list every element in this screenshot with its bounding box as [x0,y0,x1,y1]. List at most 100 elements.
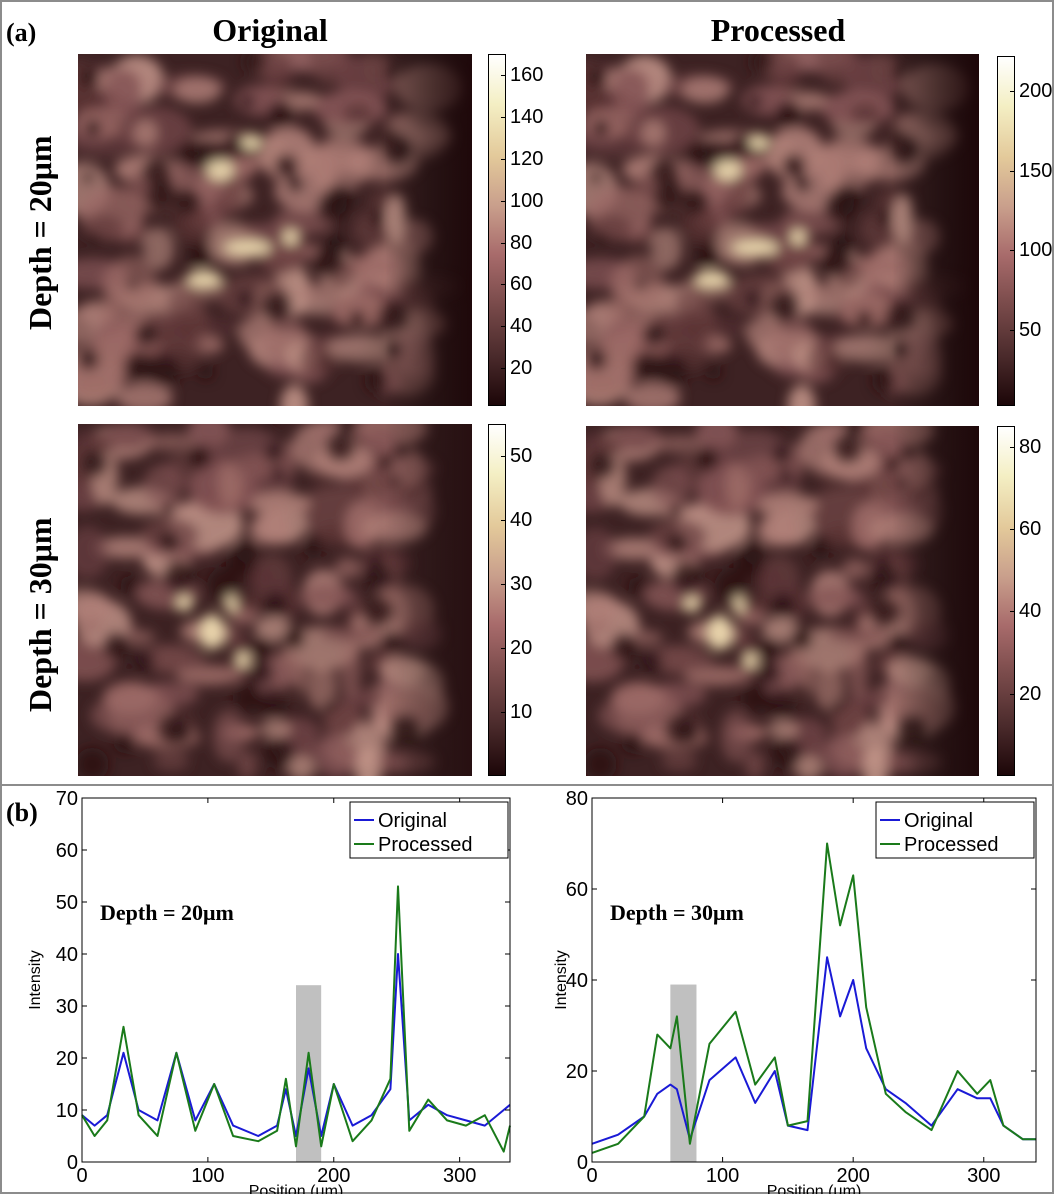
colorbar-tick-mark [1010,250,1015,252]
colorbar-tick-label: 40 [510,315,533,338]
row-label-depth-20: Depth = 20μm [22,135,58,330]
colorbar-tick-mark [501,74,506,76]
x-tick-label: 0 [586,1165,597,1187]
y-tick-label: 40 [566,970,588,992]
image-edge-shade [586,426,979,776]
colorbar-tick-mark [1010,611,1015,613]
colorbar-depth20-processed [997,56,1015,406]
colorbar-depth20-original [488,54,506,406]
colorbar-tick-mark [1010,329,1015,331]
colorbar-tick-label: 20 [510,357,533,380]
colorbar-tick-label: 30 [510,573,533,595]
x-axis-label: Position (μm) [767,1183,862,1194]
colorbar-tick-mark [501,648,506,649]
colorbar-tick-mark [501,520,506,521]
colorbar-tick-label: 20 [1019,682,1042,705]
x-tick-label: 100 [191,1165,224,1187]
image-edge-shade [586,54,979,406]
colorbar-tick-mark [501,242,506,244]
colorbar-tick-label: 60 [1019,517,1042,540]
colorbar-tick-mark [1010,693,1015,695]
series-line-original [591,956,1036,1145]
depth-annotation: Depth = 30μm [610,900,744,925]
y-tick-label: 30 [56,996,78,1018]
legend-box [875,801,1035,859]
panel-b-label: (b) [6,798,38,827]
image-depth20-processed [586,54,979,406]
column-title-original: Original [212,12,328,48]
colorbar-tick-label: 50 [1019,318,1042,341]
y-tick-label: 60 [566,879,588,901]
y-tick-label: 50 [56,892,78,914]
y-tick-label: 40 [56,944,78,966]
colorbar-tick-mark [501,326,506,328]
colorbar-tick-mark [1010,170,1015,172]
y-tick-label: 10 [56,1100,78,1122]
colorbar-tick-label: 120 [510,147,544,170]
depth-annotation: Depth = 20μm [100,900,234,925]
x-axis-label: Position (μm) [249,1183,344,1194]
y-tick-label: 20 [566,1061,588,1083]
chart-depth30-profile: 0 20 40 60 80 0 100 200 300 Position (μm) Intensit… [553,790,1037,1194]
colorbar-tick-mark [1010,91,1015,92]
colorbar-tick-mark [501,456,506,457]
column-title-processed: Processed [710,12,846,48]
colorbar-tick-label: 80 [1019,435,1042,458]
legend-label: Processed [904,834,999,856]
colorbar-tick-mark [501,200,506,202]
colorbar-tick-label: 160 [510,63,544,86]
legend-label: Processed [378,834,473,856]
colorbar-tick-mark [501,284,506,286]
legend-label: Original [378,810,447,832]
image-depth30-original [78,424,472,776]
y-axis-label: Intensity [27,950,44,1010]
colorbar-tick-label: 100 [510,189,544,212]
panel-b-frame [0,784,1054,1194]
image-edge-shade [78,54,472,406]
colorbar-tick-label: 40 [510,509,533,531]
colorbar-tick-mark [1010,446,1015,448]
y-tick-label: 0 [67,1152,78,1174]
row-label-depth-30: Depth = 30μm [22,517,58,712]
y-tick-label: 70 [56,790,78,810]
legend-label: Original [904,810,973,832]
colorbar-tick-mark [1010,528,1015,530]
y-tick-label: 0 [577,1152,588,1174]
image-depth20-original [78,54,472,406]
x-tick-label: 0 [76,1165,87,1187]
x-tick-label: 200 [317,1165,350,1187]
colorbar-tick-mark [501,584,506,585]
axes-frame [81,797,511,1163]
colorbar-tick-label: 40 [1019,600,1042,623]
chart-depth20-profile: 0 10 20 30 40 50 60 70 0 100 200 300 Position (μm) In… [27,790,511,1194]
x-tick-label: 300 [967,1165,1000,1187]
series-line-processed [81,885,511,1153]
y-axis-label: Intensity [553,950,570,1010]
y-tick-label: 80 [566,790,588,810]
legend-box [349,801,509,859]
colorbar-depth30-original [488,424,506,776]
x-tick-label: 100 [706,1165,739,1187]
colorbar-tick-mark [501,712,506,713]
series-line-processed [591,842,1036,1154]
x-tick-label: 300 [443,1165,476,1187]
colorbar-tick-label: 200 [1019,80,1053,102]
colorbar-tick-label: 50 [510,445,533,467]
image-depth30-processed [586,426,979,776]
colorbar-tick-label: 80 [510,231,533,254]
colorbar-tick-label: 60 [510,273,533,296]
colorbar-tick-mark [501,158,506,160]
colorbar-depth30-processed [997,426,1015,776]
y-tick-label: 20 [56,1048,78,1070]
colorbar-tick-mark [501,116,506,118]
colorbar-tick-label: 140 [510,105,544,128]
image-edge-shade [78,424,472,776]
colorbar-tick-label: 100 [1019,239,1053,262]
colorbar-tick-label: 150 [1019,159,1053,182]
x-tick-label: 200 [836,1165,869,1187]
y-tick-label: 60 [56,840,78,862]
colorbar-tick-mark [501,368,506,370]
colorbar-tick-label: 20 [510,637,533,659]
colorbar-tick-label: 10 [510,701,533,723]
